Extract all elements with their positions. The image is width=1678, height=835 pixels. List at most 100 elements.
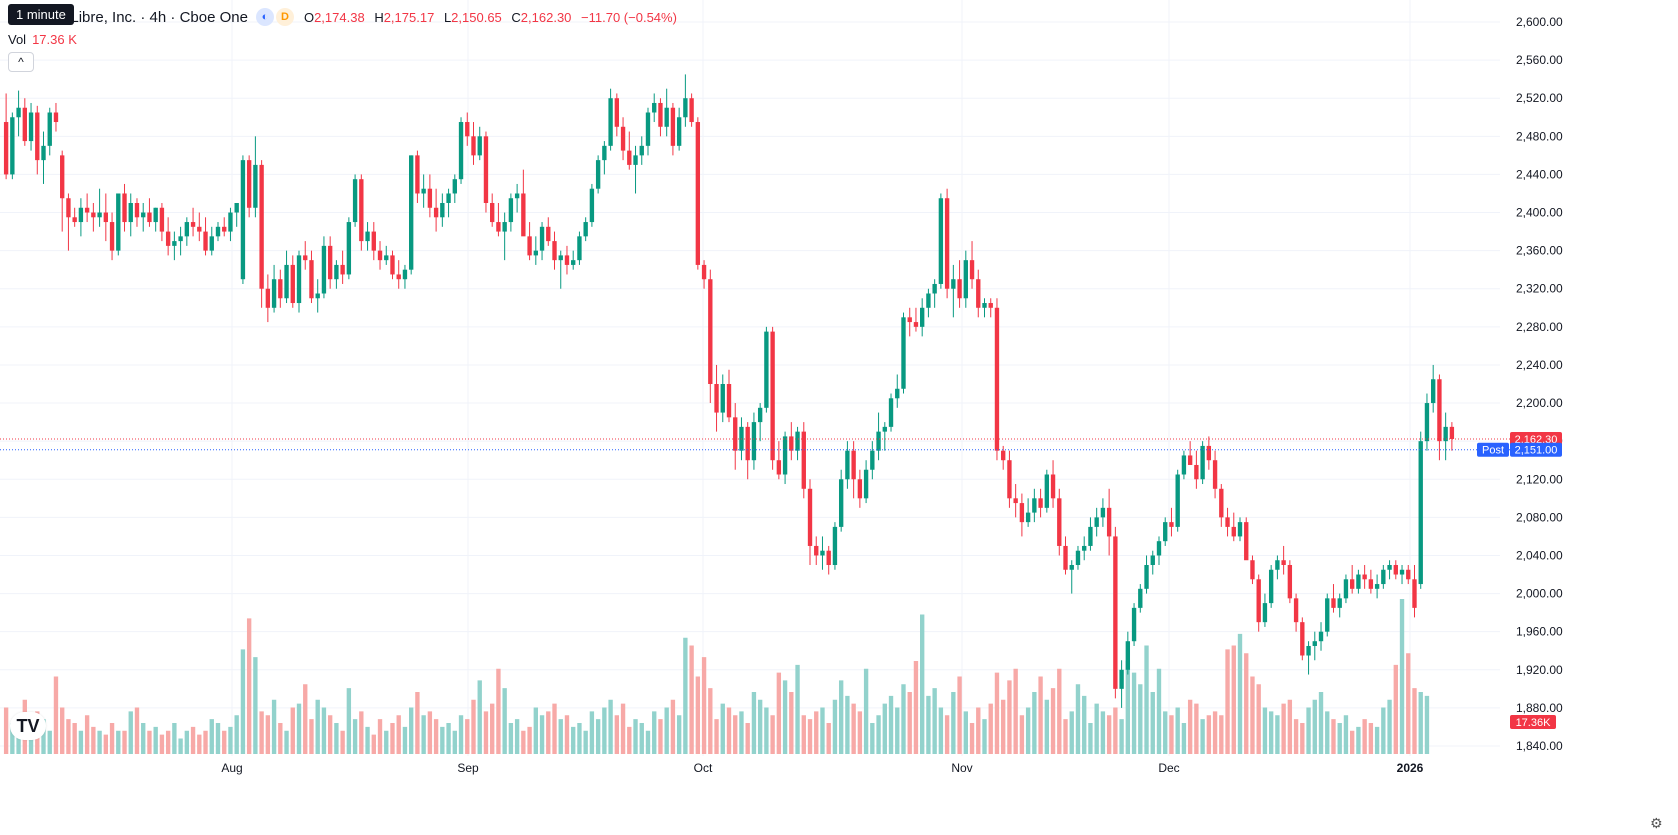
collapse-legend-button[interactable]: ^ bbox=[8, 52, 34, 72]
price-tick-label: 2,080.00 bbox=[1516, 510, 1563, 524]
volume-bar bbox=[1212, 711, 1218, 754]
volume-bar bbox=[352, 719, 358, 754]
volume-bar bbox=[1082, 695, 1087, 754]
settings-gear-icon[interactable]: ⚙ bbox=[1650, 815, 1663, 831]
volume-bar bbox=[47, 730, 52, 754]
candle-body bbox=[888, 398, 894, 427]
volume-bar bbox=[1244, 653, 1249, 754]
candle-body bbox=[390, 255, 395, 275]
candle-body bbox=[608, 98, 613, 146]
price-tick-label: 1,880.00 bbox=[1516, 701, 1563, 715]
candle-body bbox=[1007, 460, 1012, 499]
volume-bar bbox=[901, 684, 906, 754]
interval-tooltip: 1 minute bbox=[8, 4, 74, 25]
volume-bar bbox=[240, 649, 246, 754]
volume-bar bbox=[134, 707, 140, 754]
volume-legend: Vol 17.36 K bbox=[8, 32, 77, 47]
candle-body bbox=[714, 384, 719, 413]
volume-bar bbox=[371, 734, 376, 754]
volume-bar bbox=[514, 719, 520, 754]
volume-bar bbox=[271, 699, 277, 754]
candle-body bbox=[253, 164, 258, 208]
candle-body bbox=[838, 479, 844, 527]
candle-body bbox=[352, 179, 358, 223]
volume-bar bbox=[1106, 715, 1112, 754]
candle-body bbox=[116, 193, 121, 251]
volume-bar bbox=[259, 711, 264, 754]
candle-body bbox=[1094, 517, 1099, 527]
volume-bar bbox=[402, 726, 408, 754]
volume-bar bbox=[1231, 645, 1236, 754]
volume-bar bbox=[365, 726, 370, 754]
volume-bar bbox=[770, 715, 775, 754]
candle-body bbox=[60, 155, 65, 199]
candle-body bbox=[1038, 498, 1043, 508]
candle-body bbox=[402, 269, 408, 280]
volume-bar bbox=[109, 723, 115, 754]
volume-bar bbox=[334, 723, 339, 754]
candle-body bbox=[153, 207, 158, 223]
market-status-icon[interactable]: ◐ bbox=[255, 8, 274, 26]
candle-body bbox=[365, 231, 370, 242]
candle-body bbox=[988, 303, 993, 308]
volume-bar bbox=[278, 723, 283, 754]
volume-bar bbox=[502, 688, 507, 754]
volume-bar bbox=[963, 711, 968, 754]
data-badge-icon[interactable]: D bbox=[275, 8, 294, 26]
volume-bar bbox=[141, 723, 146, 754]
volume-bar bbox=[346, 688, 352, 754]
candle-body bbox=[1418, 441, 1423, 585]
volume-bar bbox=[1325, 711, 1330, 754]
candle-body bbox=[1275, 560, 1280, 570]
volume-bar bbox=[1187, 699, 1193, 754]
candle-body bbox=[920, 307, 925, 327]
candle-body bbox=[826, 550, 831, 565]
candle-body bbox=[701, 264, 707, 280]
candle-body bbox=[782, 436, 788, 475]
time-tick-label: Aug bbox=[221, 761, 242, 775]
tradingview-logo-icon[interactable]: TV bbox=[10, 712, 46, 740]
candle-body bbox=[1237, 522, 1243, 537]
candle-body bbox=[197, 226, 202, 232]
volume-bar bbox=[1150, 692, 1155, 754]
volume-bar bbox=[1131, 672, 1137, 754]
candle-body bbox=[1281, 560, 1286, 565]
candle-body bbox=[109, 222, 115, 251]
volume-bar bbox=[296, 703, 302, 754]
candle-body bbox=[296, 255, 302, 304]
volume-bar bbox=[1374, 726, 1380, 754]
price-tick-label: 1,920.00 bbox=[1516, 663, 1563, 677]
candle-body bbox=[745, 426, 750, 461]
volume-label[interactable]: Vol bbox=[8, 32, 27, 47]
volume-bar bbox=[396, 715, 401, 754]
volume-bar bbox=[128, 711, 133, 754]
volume-bar bbox=[303, 684, 308, 754]
candle-body bbox=[726, 384, 732, 418]
volume-bar bbox=[433, 719, 439, 754]
candle-body bbox=[633, 155, 638, 165]
volume-bar bbox=[882, 703, 887, 754]
candle-body bbox=[1268, 569, 1274, 604]
volume-tag bbox=[1510, 715, 1556, 729]
candle-body bbox=[733, 417, 738, 451]
candle-body bbox=[1063, 545, 1068, 570]
candle-body bbox=[303, 255, 308, 261]
candle-body bbox=[1025, 512, 1031, 523]
volume-bar bbox=[446, 723, 451, 754]
candle-body bbox=[1001, 450, 1006, 461]
price-tick-label: 2,280.00 bbox=[1516, 320, 1563, 334]
volume-bar bbox=[1038, 676, 1043, 754]
candle-body bbox=[1169, 522, 1174, 527]
volume-bar bbox=[1001, 699, 1006, 754]
price-tick-label: 1,960.00 bbox=[1516, 625, 1563, 639]
volume-bar bbox=[876, 715, 881, 754]
candle-body bbox=[1175, 474, 1180, 527]
candle-body bbox=[1057, 498, 1062, 546]
candle-body bbox=[1393, 565, 1398, 575]
volume-bar bbox=[863, 668, 869, 754]
candle-body bbox=[47, 112, 52, 146]
volume-bar bbox=[1007, 680, 1012, 754]
candle-body bbox=[471, 136, 476, 156]
open-label: O bbox=[303, 9, 315, 25]
